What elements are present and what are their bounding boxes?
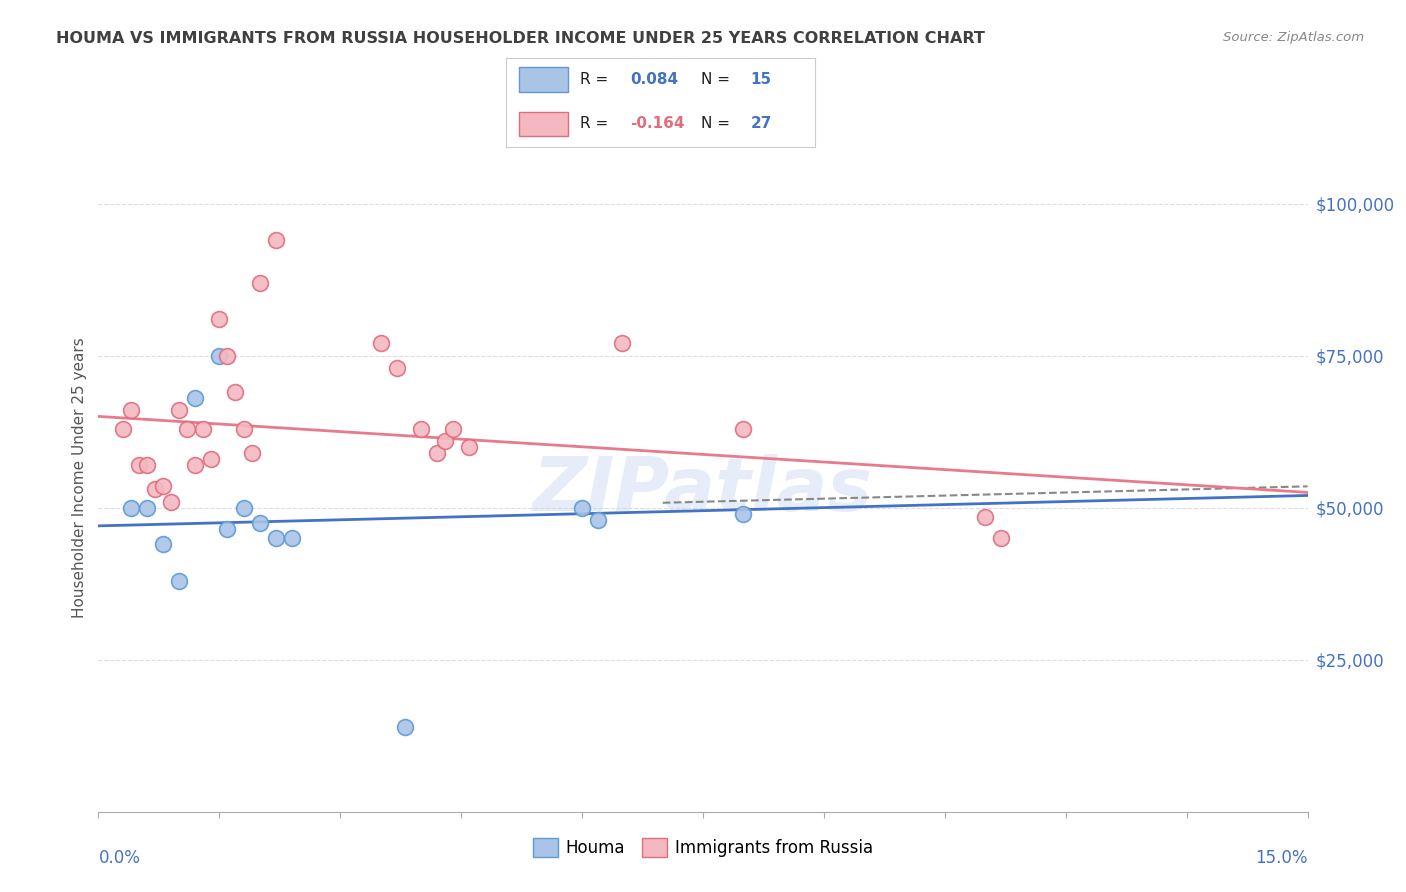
Point <box>434 434 457 448</box>
Text: 0.0%: 0.0% <box>98 848 141 866</box>
Text: ZIPatlas: ZIPatlas <box>533 454 873 527</box>
Point <box>974 509 997 524</box>
Point <box>135 500 157 515</box>
Point <box>240 446 263 460</box>
Point <box>990 531 1012 545</box>
Point <box>232 421 254 435</box>
Point <box>111 421 134 435</box>
Point <box>184 391 207 405</box>
Point <box>128 458 150 472</box>
Point <box>217 522 239 536</box>
Text: Source: ZipAtlas.com: Source: ZipAtlas.com <box>1223 31 1364 45</box>
Point <box>441 421 464 435</box>
Point <box>120 403 142 417</box>
Point <box>458 440 481 454</box>
Point <box>143 483 166 497</box>
Point <box>120 500 142 515</box>
Text: 15: 15 <box>751 72 772 87</box>
Point <box>409 421 432 435</box>
Point <box>394 720 416 734</box>
Point <box>152 537 174 551</box>
Point <box>167 574 190 588</box>
Point <box>264 233 287 247</box>
Point <box>135 458 157 472</box>
Point <box>208 349 231 363</box>
Text: R =: R = <box>581 72 613 87</box>
Text: N =: N = <box>702 72 735 87</box>
Point <box>571 500 593 515</box>
Point <box>733 507 755 521</box>
Bar <box>519 112 568 136</box>
Point <box>370 336 392 351</box>
Bar <box>519 67 568 92</box>
Text: -0.164: -0.164 <box>630 117 685 131</box>
Point <box>200 452 222 467</box>
Point <box>208 312 231 326</box>
Point <box>232 500 254 515</box>
Legend: Houma, Immigrants from Russia: Houma, Immigrants from Russia <box>526 831 880 863</box>
Text: HOUMA VS IMMIGRANTS FROM RUSSIA HOUSEHOLDER INCOME UNDER 25 YEARS CORRELATION CH: HOUMA VS IMMIGRANTS FROM RUSSIA HOUSEHOL… <box>56 31 986 46</box>
Point <box>586 513 609 527</box>
Point <box>612 336 634 351</box>
Text: N =: N = <box>702 117 735 131</box>
Point <box>160 494 183 508</box>
Text: 0.084: 0.084 <box>630 72 678 87</box>
Text: 27: 27 <box>751 117 772 131</box>
Point <box>167 403 190 417</box>
Point <box>152 479 174 493</box>
Point <box>264 531 287 545</box>
Text: R =: R = <box>581 117 613 131</box>
Y-axis label: Householder Income Under 25 years: Householder Income Under 25 years <box>72 337 87 617</box>
Point <box>217 349 239 363</box>
Point <box>281 531 304 545</box>
Point <box>426 446 449 460</box>
Point <box>176 421 198 435</box>
Point <box>184 458 207 472</box>
Point <box>249 516 271 530</box>
Point <box>193 421 215 435</box>
Text: 15.0%: 15.0% <box>1256 848 1308 866</box>
Point <box>385 360 408 375</box>
Point <box>224 385 246 400</box>
Point <box>733 421 755 435</box>
Point <box>249 276 271 290</box>
